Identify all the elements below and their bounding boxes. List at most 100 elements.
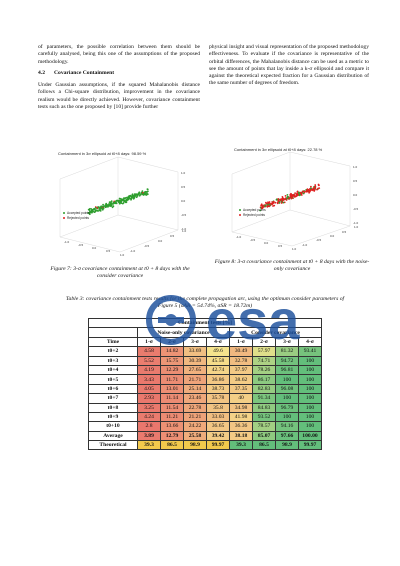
row-label: t0+4 [88, 364, 138, 376]
accepted-point [146, 193, 149, 196]
left-paragraph-2: Under Gaussian assumptions, if the squar… [38, 82, 200, 111]
table-cell: 86.5 [252, 440, 276, 451]
table-cell: 4.05 [137, 383, 161, 395]
table-cell: 94.72 [275, 355, 299, 366]
table-cell: 100 [275, 393, 299, 404]
rejected-point [261, 205, 264, 207]
table-cell: 5.52 [137, 355, 161, 366]
rejected-point [261, 207, 264, 210]
accepted-point [101, 207, 103, 210]
table-row: t0+6 4.05 13.01 25.14 38.73 37.35 82.83 96.08 10… [88, 383, 322, 395]
table-cell: 98.9 [183, 440, 207, 451]
row-label: t0+6 [88, 383, 138, 395]
accepted-point [278, 201, 281, 204]
section-number: 4.2 [38, 69, 45, 76]
accepted-point [110, 200, 113, 203]
table-cell: 100 [298, 383, 322, 395]
table-cell: 25.58 [183, 430, 207, 442]
x-tick: 0.0 [92, 246, 97, 250]
left-text-column: of parameters, the possible correlation … [38, 44, 200, 114]
rejected-point [271, 203, 274, 205]
rejected-point [310, 185, 312, 188]
x-tick: 0.0 [264, 241, 269, 245]
table-cell: 39.42 [206, 430, 230, 442]
accepted-point [91, 210, 93, 213]
table-cell: 13.66 [160, 421, 184, 432]
legend-rejected-label: Rejected points [243, 213, 265, 217]
rejected-point [296, 191, 299, 193]
table-cell: 34.98 [229, 402, 253, 413]
table-cell: 11.21 [160, 411, 184, 423]
table-cell: 45.58 [206, 355, 230, 366]
containment-results-table: Containment tests [%] Noise-only covaria… [88, 317, 322, 451]
rejected-point [262, 206, 265, 208]
accepted-point [124, 200, 126, 203]
row-label: t0+9 [88, 411, 138, 423]
table-row: t0+2 4.58 14.82 33.69 49.6 30.49 57.97 81.32 93.… [88, 346, 322, 357]
table-cell: 35.8 [206, 402, 230, 413]
rejected-point [317, 183, 320, 186]
table-cell: 25.14 [183, 383, 207, 395]
accepted-point [88, 213, 91, 215]
y-tick: 1.0 [182, 229, 187, 233]
table-row: t0+7 2.93 11.14 23.46 35.78 40 91.34 100 100 [88, 393, 322, 404]
table-cell: 100 [298, 421, 322, 432]
accepted-point [104, 205, 106, 207]
table-cell: 86.5 [160, 440, 184, 451]
table-cell: 3.43 [137, 374, 161, 385]
table-cell: 100.00 [298, 430, 322, 442]
accepted-point [94, 210, 97, 213]
figure-8-y-ticks: -1.0 -0.5 0.0 0.5 1.0 [302, 225, 359, 247]
accepted-point [127, 197, 130, 199]
accepted-point [96, 209, 98, 212]
accepted-point [128, 195, 131, 198]
legend-rejected-marker [63, 217, 65, 219]
rejected-point [296, 194, 298, 197]
rejected-point [313, 188, 316, 191]
accepted-point [132, 196, 135, 199]
table-cell: 91.34 [252, 393, 276, 404]
figure-8: Containment in 3σ ellipsoid at t0+8 days… [212, 142, 372, 264]
table-cell: 37.97 [229, 364, 253, 376]
table-cell: 4.19 [137, 364, 161, 376]
figure-8-title: Containment in 3σ ellipsoid at t0+8 days… [234, 147, 323, 152]
accepted-point [93, 208, 95, 210]
table-cell: 39.3 [229, 440, 253, 451]
table-cell: 11.71 [160, 374, 184, 385]
accepted-point [144, 192, 147, 195]
figure-7-points [87, 188, 149, 216]
figure-7-plot: Containment in 3σ ellipsoid at t0+8 days… [58, 151, 187, 257]
table-cell: 37.35 [229, 383, 253, 395]
table-row: t0+4 4.19 12.29 27.65 42.74 37.97 78.26 96.81 10… [88, 364, 322, 376]
figure-7-y-ticks: -1.0 -0.5 0.0 0.5 1.0 [130, 229, 187, 253]
x-tick: -0.5 [250, 238, 256, 242]
accepted-point [120, 200, 122, 203]
figure-8-caption: Figure 8: 3-σ covariance containment at … [214, 259, 370, 272]
accepted-point [264, 204, 267, 207]
y-tick: -1.0 [130, 249, 136, 253]
accepted-point [99, 207, 101, 209]
table-cell: 12.29 [160, 364, 184, 376]
figure-7-title: Containment in 3σ ellipsoid at t0+8 days… [58, 151, 147, 156]
y-tick: -0.5 [316, 238, 322, 242]
table-cell: 40 [229, 393, 253, 404]
rejected-point [293, 195, 296, 198]
table-caption: Table 3: covariance containment tests re… [65, 296, 345, 309]
accepted-point [275, 198, 278, 201]
rejected-point [314, 184, 317, 186]
rejected-point [284, 195, 287, 197]
table-cell: 97.66 [275, 430, 299, 442]
accepted-point [131, 195, 134, 198]
y-tick: 0.5 [170, 234, 175, 238]
right-paragraph-1: physical insight and visual representati… [209, 44, 369, 87]
rejected-point [273, 204, 276, 207]
table-cell: 21.21 [183, 411, 207, 423]
table-row: t0+5 3.43 11.71 21.71 36.86 38.62 86.17 100 100 [88, 374, 322, 385]
table-cell: 3.89 [137, 430, 161, 442]
accepted-point [110, 203, 113, 206]
table-cell: 38.62 [229, 374, 253, 385]
accepted-point [120, 198, 123, 201]
table-cell: 96.81 [275, 364, 299, 376]
accepted-point [101, 205, 103, 208]
rejected-point [283, 198, 285, 201]
